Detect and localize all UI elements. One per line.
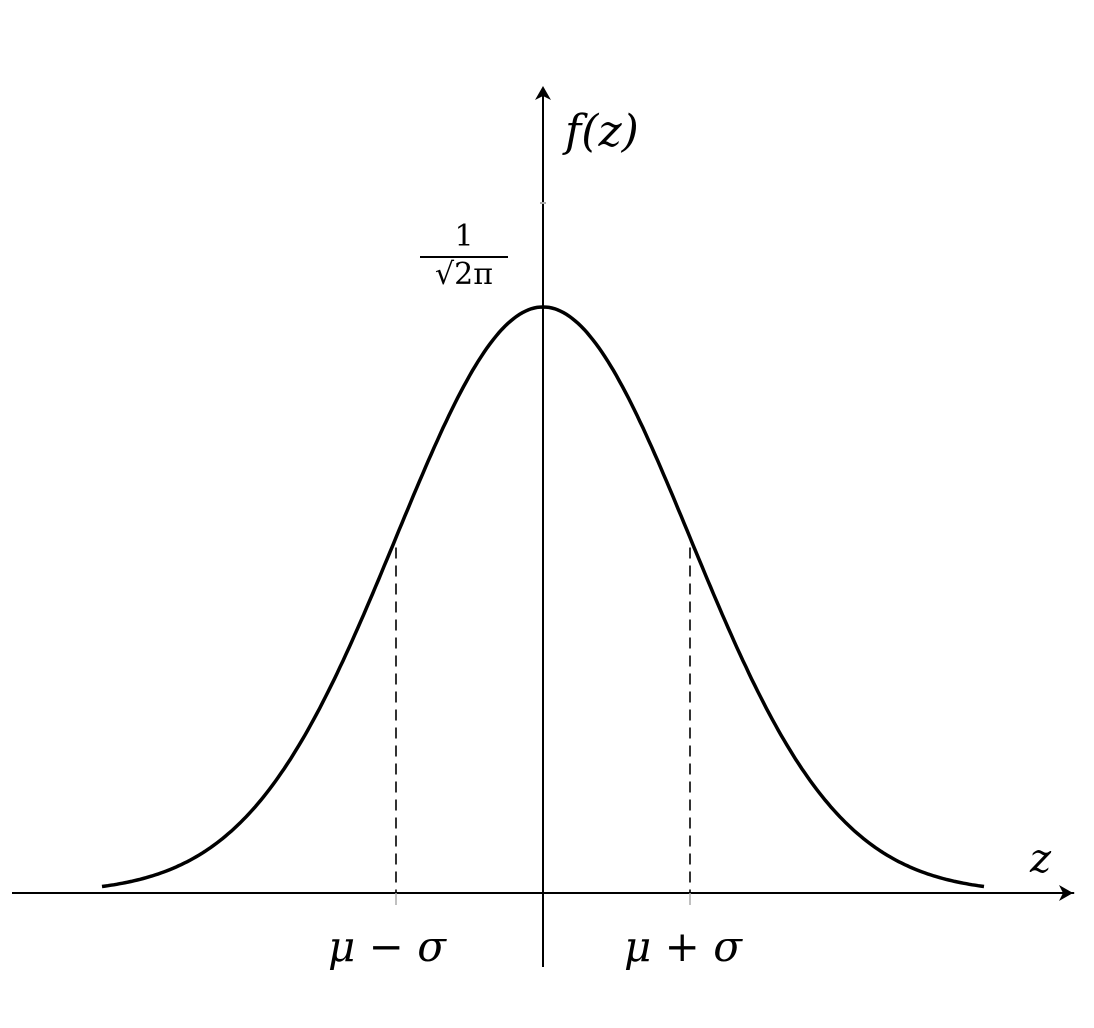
- x-axis-label: z: [1030, 836, 1052, 882]
- y-axis-label: f(z): [565, 106, 639, 157]
- x-tick-label-mu-minus-sigma: μ − σ: [328, 922, 446, 971]
- x-axis-arrow: [1059, 885, 1073, 901]
- x-tick-label-mu-plus-sigma: μ + σ: [624, 922, 742, 971]
- peak-label-denominator: √2π: [435, 257, 493, 292]
- peak-label: 1 √2π: [420, 220, 508, 292]
- peak-label-numerator: 1: [420, 220, 508, 258]
- normal-curve: [101, 305, 985, 889]
- y-axis-arrow: [535, 86, 551, 100]
